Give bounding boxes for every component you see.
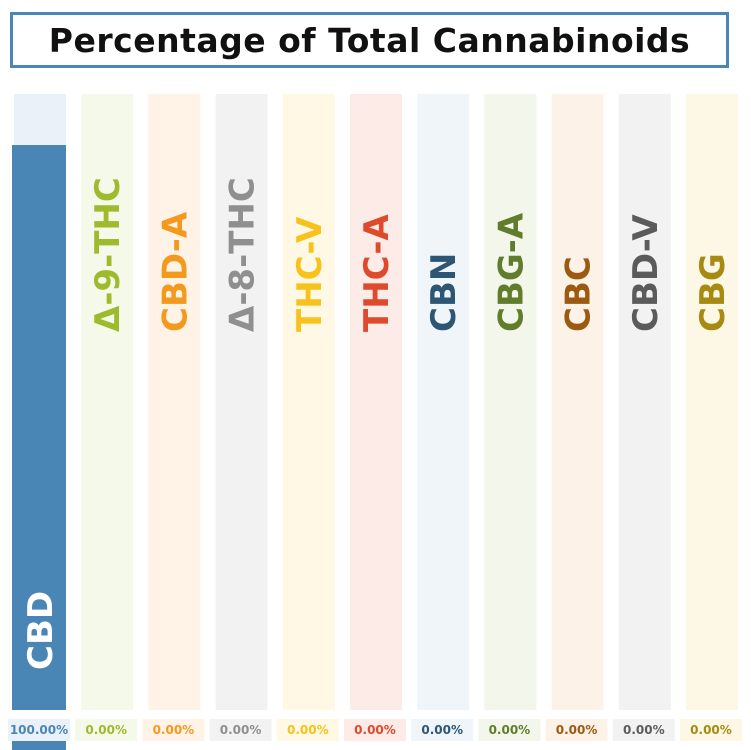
value-label-bg-thc-v	[276, 719, 339, 741]
category-label-cbc: CBC	[559, 256, 599, 332]
value-label-cbg-a: 0.00%	[489, 723, 531, 737]
category-label-cbn: CBN	[424, 253, 464, 332]
chart-title-box: Percentage of Total Cannabinoids	[10, 12, 729, 68]
value-label-cbn: 0.00%	[421, 723, 463, 737]
value-label-8-thc: 0.00%	[220, 723, 262, 737]
value-label-bg-9-thc	[75, 719, 138, 741]
value-label-bg-cbn	[411, 719, 474, 741]
category-label-cbg: CBG	[693, 253, 733, 332]
bar-track-cbc	[551, 94, 604, 710]
category-label-9-thc: Δ-9-THC	[88, 177, 128, 332]
category-label-cbd-v: CBD-V	[626, 214, 666, 332]
bar-cbd	[12, 145, 66, 710]
bar-track-cbg-a	[484, 94, 537, 710]
value-label-cbc: 0.00%	[556, 723, 598, 737]
value-label-bg-cbg	[680, 719, 742, 741]
bar-base-cbd	[12, 741, 66, 750]
value-label-bg-cbd	[8, 719, 70, 741]
value-label-bg-thc-a	[344, 719, 406, 741]
chart-title: Percentage of Total Cannabinoids	[48, 20, 691, 60]
value-label-thc-a: 0.00%	[354, 723, 396, 737]
value-label-9-thc: 0.00%	[85, 723, 127, 737]
bar-track-cbd-v	[618, 94, 671, 710]
bar-track-thc-a	[350, 94, 402, 710]
value-label-bg-cbg-a	[478, 719, 541, 741]
bar-track-cbd-a	[148, 94, 201, 710]
value-label-cbd-v: 0.00%	[623, 723, 665, 737]
bar-track-cbn	[417, 94, 470, 710]
category-label-thc-v: THC-V	[290, 216, 330, 332]
category-label-cbd: CBD	[21, 591, 61, 670]
category-label-cbd-a: CBD-A	[155, 211, 195, 332]
value-label-cbg: 0.00%	[690, 723, 732, 737]
bar-track-8-thc	[215, 94, 268, 710]
bar-track-cbg	[686, 94, 738, 710]
category-label-8-thc: Δ-8-THC	[223, 177, 263, 332]
bar-track-thc-v	[282, 94, 335, 710]
value-label-cbd-a: 0.00%	[153, 723, 195, 737]
value-label-bg-cbd-a	[142, 719, 205, 741]
value-label-thc-v: 0.00%	[287, 723, 329, 737]
bar-track-9-thc	[81, 94, 134, 710]
category-label-thc-a: THC-A	[357, 214, 397, 332]
category-label-cbg-a: CBG-A	[491, 212, 531, 332]
value-label-cbd: 100.00%	[10, 723, 68, 737]
value-label-bg-8-thc	[209, 719, 272, 741]
value-label-bg-cbd-v	[612, 719, 675, 741]
value-label-bg-cbc	[545, 719, 608, 741]
